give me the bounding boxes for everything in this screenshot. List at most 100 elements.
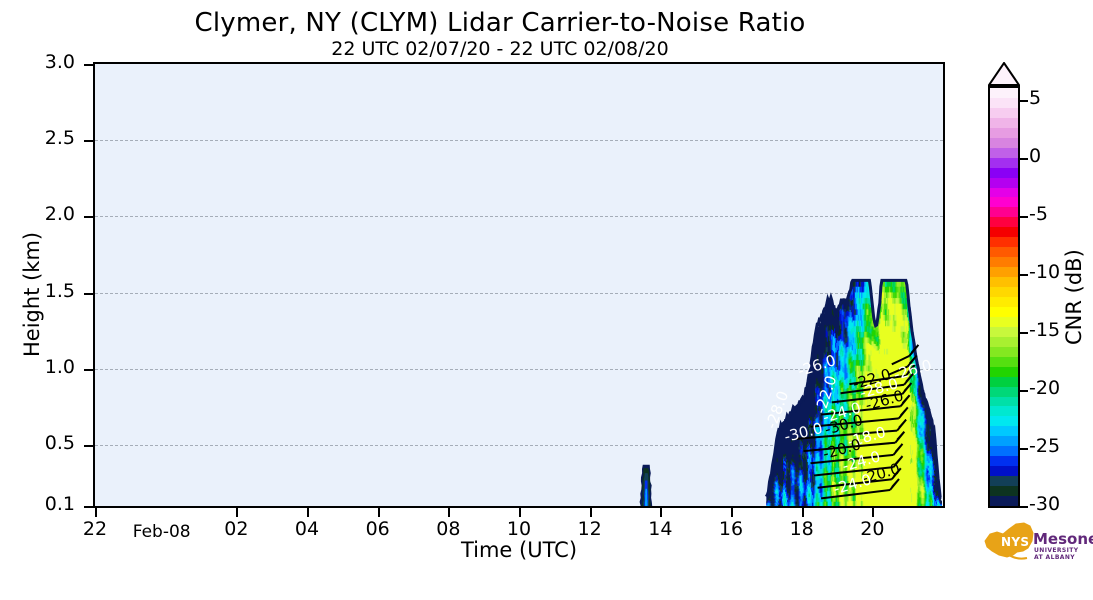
cnr-cell <box>775 481 778 484</box>
cnr-cell <box>836 371 838 377</box>
cnr-cell <box>778 477 781 481</box>
cnr-cell <box>928 455 931 459</box>
cnr-cell <box>869 298 872 305</box>
cnr-cell <box>805 488 808 492</box>
cnr-cell <box>828 423 831 429</box>
cnr-cell <box>926 480 929 484</box>
cnr-cell <box>922 479 925 484</box>
cnr-cell <box>925 456 928 461</box>
cnr-cell <box>921 470 924 475</box>
cnr-cell <box>781 425 784 459</box>
cnr-cell <box>838 408 840 415</box>
cnr-cell <box>918 420 921 425</box>
cnr-cell <box>875 336 878 342</box>
cnr-cell <box>809 456 811 465</box>
cnr-cell <box>894 280 897 287</box>
cnr-cell <box>885 325 887 506</box>
cnr-cell <box>821 468 824 479</box>
cnr-cell <box>870 355 873 362</box>
cnr-cell <box>863 314 865 321</box>
cnr-cell <box>918 466 921 471</box>
cnr-cell <box>899 286 902 304</box>
cnr-cell <box>821 406 824 412</box>
x-tick-label: 14 <box>648 518 673 540</box>
cnr-cell <box>775 504 778 506</box>
cnr-cell <box>924 438 927 443</box>
cnr-cell <box>777 496 780 499</box>
cnr-cell <box>925 503 928 506</box>
cnr-cell <box>915 433 917 439</box>
cnr-cell <box>848 495 851 506</box>
cnr-cell <box>917 380 920 389</box>
cnr-cell <box>861 370 863 377</box>
cnr-cell <box>865 370 867 506</box>
cnr-cell <box>840 470 842 482</box>
cnr-cell <box>887 297 889 315</box>
cnr-cell <box>812 455 814 469</box>
cnr-cell <box>920 420 923 428</box>
cnr-cell <box>918 483 921 488</box>
cnr-cell <box>910 444 912 455</box>
cnr-cell <box>834 411 836 418</box>
cnr-cell <box>911 391 913 401</box>
cnr-cell <box>883 286 886 293</box>
cnr-cell <box>780 483 783 487</box>
cnr-cell <box>910 392 912 398</box>
cnr-cell <box>921 476 924 481</box>
cnr-cell <box>915 399 917 404</box>
cnr-cell <box>920 475 923 480</box>
cnr-cell <box>932 482 935 486</box>
cnr-cell <box>853 319 856 327</box>
cnr-cell <box>924 422 927 429</box>
cnr-cell <box>864 376 866 394</box>
cnr-cell <box>864 348 866 355</box>
cnr-cell <box>779 490 782 497</box>
cnr-cell <box>923 480 926 485</box>
cnr-cell <box>908 347 911 353</box>
cnr-cell <box>917 408 920 417</box>
cnr-cell <box>850 378 853 385</box>
cnr-cell <box>840 434 842 441</box>
cnr-cell <box>817 398 820 409</box>
cnr-cell <box>848 448 851 455</box>
cnr-cell <box>915 402 917 419</box>
cnr-cell <box>819 387 822 393</box>
cnr-cell <box>866 325 869 332</box>
cnr-cell <box>912 358 914 368</box>
cnr-cell <box>850 461 853 485</box>
colorbar-segment <box>990 137 1018 149</box>
cnr-cell <box>852 500 855 506</box>
cnr-cell <box>773 484 776 487</box>
cnr-cell <box>855 381 858 389</box>
cnr-cell <box>825 306 828 328</box>
cnr-cell <box>918 401 921 406</box>
cnr-cell <box>832 400 835 407</box>
cnr-cell <box>845 383 848 390</box>
cnr-cell <box>855 291 858 304</box>
cnr-cell <box>917 464 920 472</box>
cnr-cell <box>817 474 820 480</box>
cnr-cell <box>921 462 924 466</box>
x-tick-label: 16 <box>718 518 744 540</box>
cnr-cell <box>815 392 817 398</box>
cnr-cell <box>855 319 858 327</box>
cnr-cell <box>816 417 819 428</box>
cnr-cell <box>792 477 795 481</box>
cnr-cell <box>774 486 777 490</box>
cnr-cell <box>901 370 904 377</box>
cnr-cell <box>806 443 809 448</box>
cnr-cell <box>917 443 920 448</box>
cnr-cell <box>885 319 887 327</box>
cnr-cell <box>825 421 828 428</box>
cnr-cell <box>772 491 775 494</box>
cnr-cell <box>934 476 937 480</box>
cnr-cell <box>832 410 835 422</box>
cnr-cell <box>861 286 863 293</box>
cnr-cell <box>861 494 863 502</box>
cnr-cell <box>798 401 801 445</box>
cnr-cell <box>779 482 782 486</box>
cnr-cell <box>850 383 853 390</box>
cnr-cell <box>930 490 933 494</box>
cnr-cell <box>784 488 786 492</box>
cnr-cell <box>835 481 837 493</box>
